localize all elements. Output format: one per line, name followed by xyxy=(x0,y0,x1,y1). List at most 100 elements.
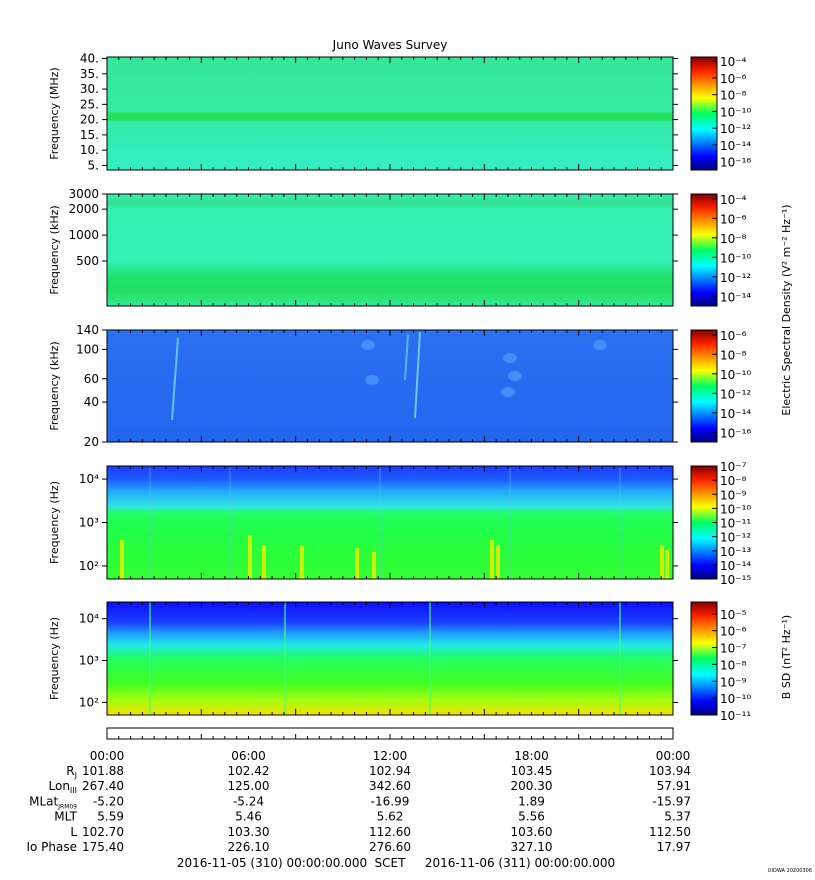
emission-spike xyxy=(372,552,376,579)
y-tick-label: 140 xyxy=(76,323,99,337)
y-tick-label: 100 xyxy=(76,342,99,356)
colorbar-tick-label: 10⁻⁶ xyxy=(720,329,747,343)
ephemeris-value: 17.97 xyxy=(657,840,691,854)
colorbar-tick-label: 10⁻⁴ xyxy=(720,55,747,69)
spectrogram-image xyxy=(107,466,673,579)
colorbar-tick-label: 10⁻¹⁴ xyxy=(720,407,751,421)
colorbar-tick-label: 10⁻⁸ xyxy=(720,348,747,362)
colorbar-tick-label: 10⁻⁵ xyxy=(720,608,747,622)
y-axis-label: Frequency (kHz) xyxy=(48,341,61,430)
y-axis-label: Frequency (Hz) xyxy=(48,481,61,564)
colorbar-tick-label: 10⁻⁷ xyxy=(720,460,747,474)
emission-spike xyxy=(496,545,500,579)
ephemeris-row-subscript: JRM09 xyxy=(57,803,77,810)
colorbar-tick-label: 10⁻¹² xyxy=(720,122,751,136)
y-tick-label: 40. xyxy=(80,52,99,66)
ephemeris-row-label: Io Phase xyxy=(26,840,77,854)
ephemeris-value: -5.20 xyxy=(93,794,124,808)
colorbar-tick-label: 10⁻⁶ xyxy=(720,212,747,226)
colorbar-tick-label: 10⁻⁹ xyxy=(720,675,747,689)
scet-label: SCET xyxy=(375,856,407,870)
colorbar-tick-label: 10⁻¹⁶ xyxy=(720,426,751,440)
time-label: 06:00 xyxy=(231,749,266,763)
emission-spike xyxy=(262,545,266,579)
time-axis-bar xyxy=(106,727,674,740)
emission-spike xyxy=(248,535,252,579)
ephemeris-value: -15.97 xyxy=(652,794,691,808)
emission-patch xyxy=(593,340,607,350)
radio-burst xyxy=(414,331,421,419)
emission-spike xyxy=(300,545,304,579)
colorbar xyxy=(690,329,718,443)
ephemeris-value: 200.30 xyxy=(511,779,553,793)
colorbar xyxy=(690,193,718,307)
colorbar-tick-label: 10⁻¹¹ xyxy=(720,709,751,723)
emission-spike xyxy=(120,540,124,579)
panel-mhz: 5.10.15.20. 25.30.35.40. Frequency (MHz) 10… xyxy=(48,52,751,173)
ephemeris-value: 5.59 xyxy=(97,810,124,824)
y-tick-label: 2000 xyxy=(68,202,99,216)
ephemeris-row-label: RJ xyxy=(66,764,77,780)
time-label: 18:00 xyxy=(514,749,549,763)
ephemeris-value: 125.00 xyxy=(228,779,270,793)
y-tick-label: 60 xyxy=(84,372,99,386)
spectrogram-image xyxy=(107,602,673,715)
y-tick-label: 10³ xyxy=(79,516,99,530)
time-label: 12:00 xyxy=(373,749,408,763)
y-tick-label: 10³ xyxy=(79,654,99,668)
ephemeris-value: 5.46 xyxy=(235,810,262,824)
y-tick-label: 10⁴ xyxy=(79,612,99,626)
emission-spike xyxy=(355,548,359,579)
y-tick-label: 30. xyxy=(80,82,99,96)
ephemeris-value: 226.10 xyxy=(228,840,270,854)
colorbar-tick-label: 10⁻⁸ xyxy=(720,474,747,488)
spectrogram-image xyxy=(107,330,673,442)
colorbar-tick-label: 10⁻¹⁶ xyxy=(720,156,751,170)
chart-title: Juno Waves Survey xyxy=(332,38,448,52)
ephemeris-row-label: MLatJRM09 xyxy=(29,794,77,810)
y-axis-label: Frequency (Hz) xyxy=(48,617,61,700)
colorbar-tick-label: 10⁻¹² xyxy=(720,387,751,401)
ephemeris-value: 276.60 xyxy=(369,840,411,854)
emission-spike xyxy=(660,545,664,579)
y-tick-label: 10² xyxy=(79,559,99,573)
colorbar-tick-label: 10⁻⁸ xyxy=(720,89,747,103)
colorbar-tick-label: 10⁻⁸ xyxy=(720,658,747,672)
colorbar-tick-label: 10⁻¹² xyxy=(720,271,751,285)
magnetic-colorbar-label: B SD (nT² Hz⁻¹) xyxy=(780,615,793,699)
ephemeris-value: 103.60 xyxy=(511,825,553,839)
colorbar-tick-label: 10⁻⁴ xyxy=(720,193,747,207)
ephemeris-value: 102.70 xyxy=(82,825,124,839)
end-time: 2016-11-06 (311) 00:00:00.000 xyxy=(425,856,615,870)
y-tick-label: 10² xyxy=(79,695,99,709)
time-label: 00:00 xyxy=(656,749,691,763)
ephemeris-value: 5.62 xyxy=(377,810,404,824)
emission-spike xyxy=(490,540,494,579)
start-time: 2016-11-05 (310) 00:00:00.000 xyxy=(177,856,367,870)
ephemeris-row-label: MLT xyxy=(54,810,77,824)
colorbar xyxy=(690,56,718,171)
time-label: 00:00 xyxy=(90,749,125,763)
ephemeris-value: 102.42 xyxy=(228,764,270,778)
spectrogram-image xyxy=(107,194,673,306)
ephemeris-row-label: L xyxy=(70,825,77,839)
ephemeris-value: -16.99 xyxy=(371,794,410,808)
y-tick-label: 20 xyxy=(84,435,99,449)
emission-patch xyxy=(508,371,522,381)
colorbar-tick-label: 10⁻¹⁰ xyxy=(720,368,751,382)
y-tick-label: 35. xyxy=(80,67,99,81)
y-tick-label: 5. xyxy=(88,158,99,172)
emission-patch xyxy=(503,353,517,363)
ephemeris-value: 112.60 xyxy=(369,825,411,839)
y-axis-label: Frequency (kHz) xyxy=(48,205,61,294)
ephemeris-value: 1.89 xyxy=(518,794,545,808)
panel-hz-magnetic: 10² 10³ 10⁴ Frequency (Hz) 10⁻⁵ 10⁻⁶ 10⁻⁷ 10⁻⁸ 1… xyxy=(48,601,751,723)
colorbar-tick-label: 10⁻¹⁰ xyxy=(720,105,751,119)
radio-burst xyxy=(171,337,179,421)
electric-colorbar-label: Electric Spectral Density (V² m⁻² Hz⁻¹) xyxy=(780,204,793,415)
y-tick-label: 40 xyxy=(84,395,99,409)
colorbar-tick-label: 10⁻¹⁴ xyxy=(720,290,751,304)
radio-burst xyxy=(404,333,409,381)
